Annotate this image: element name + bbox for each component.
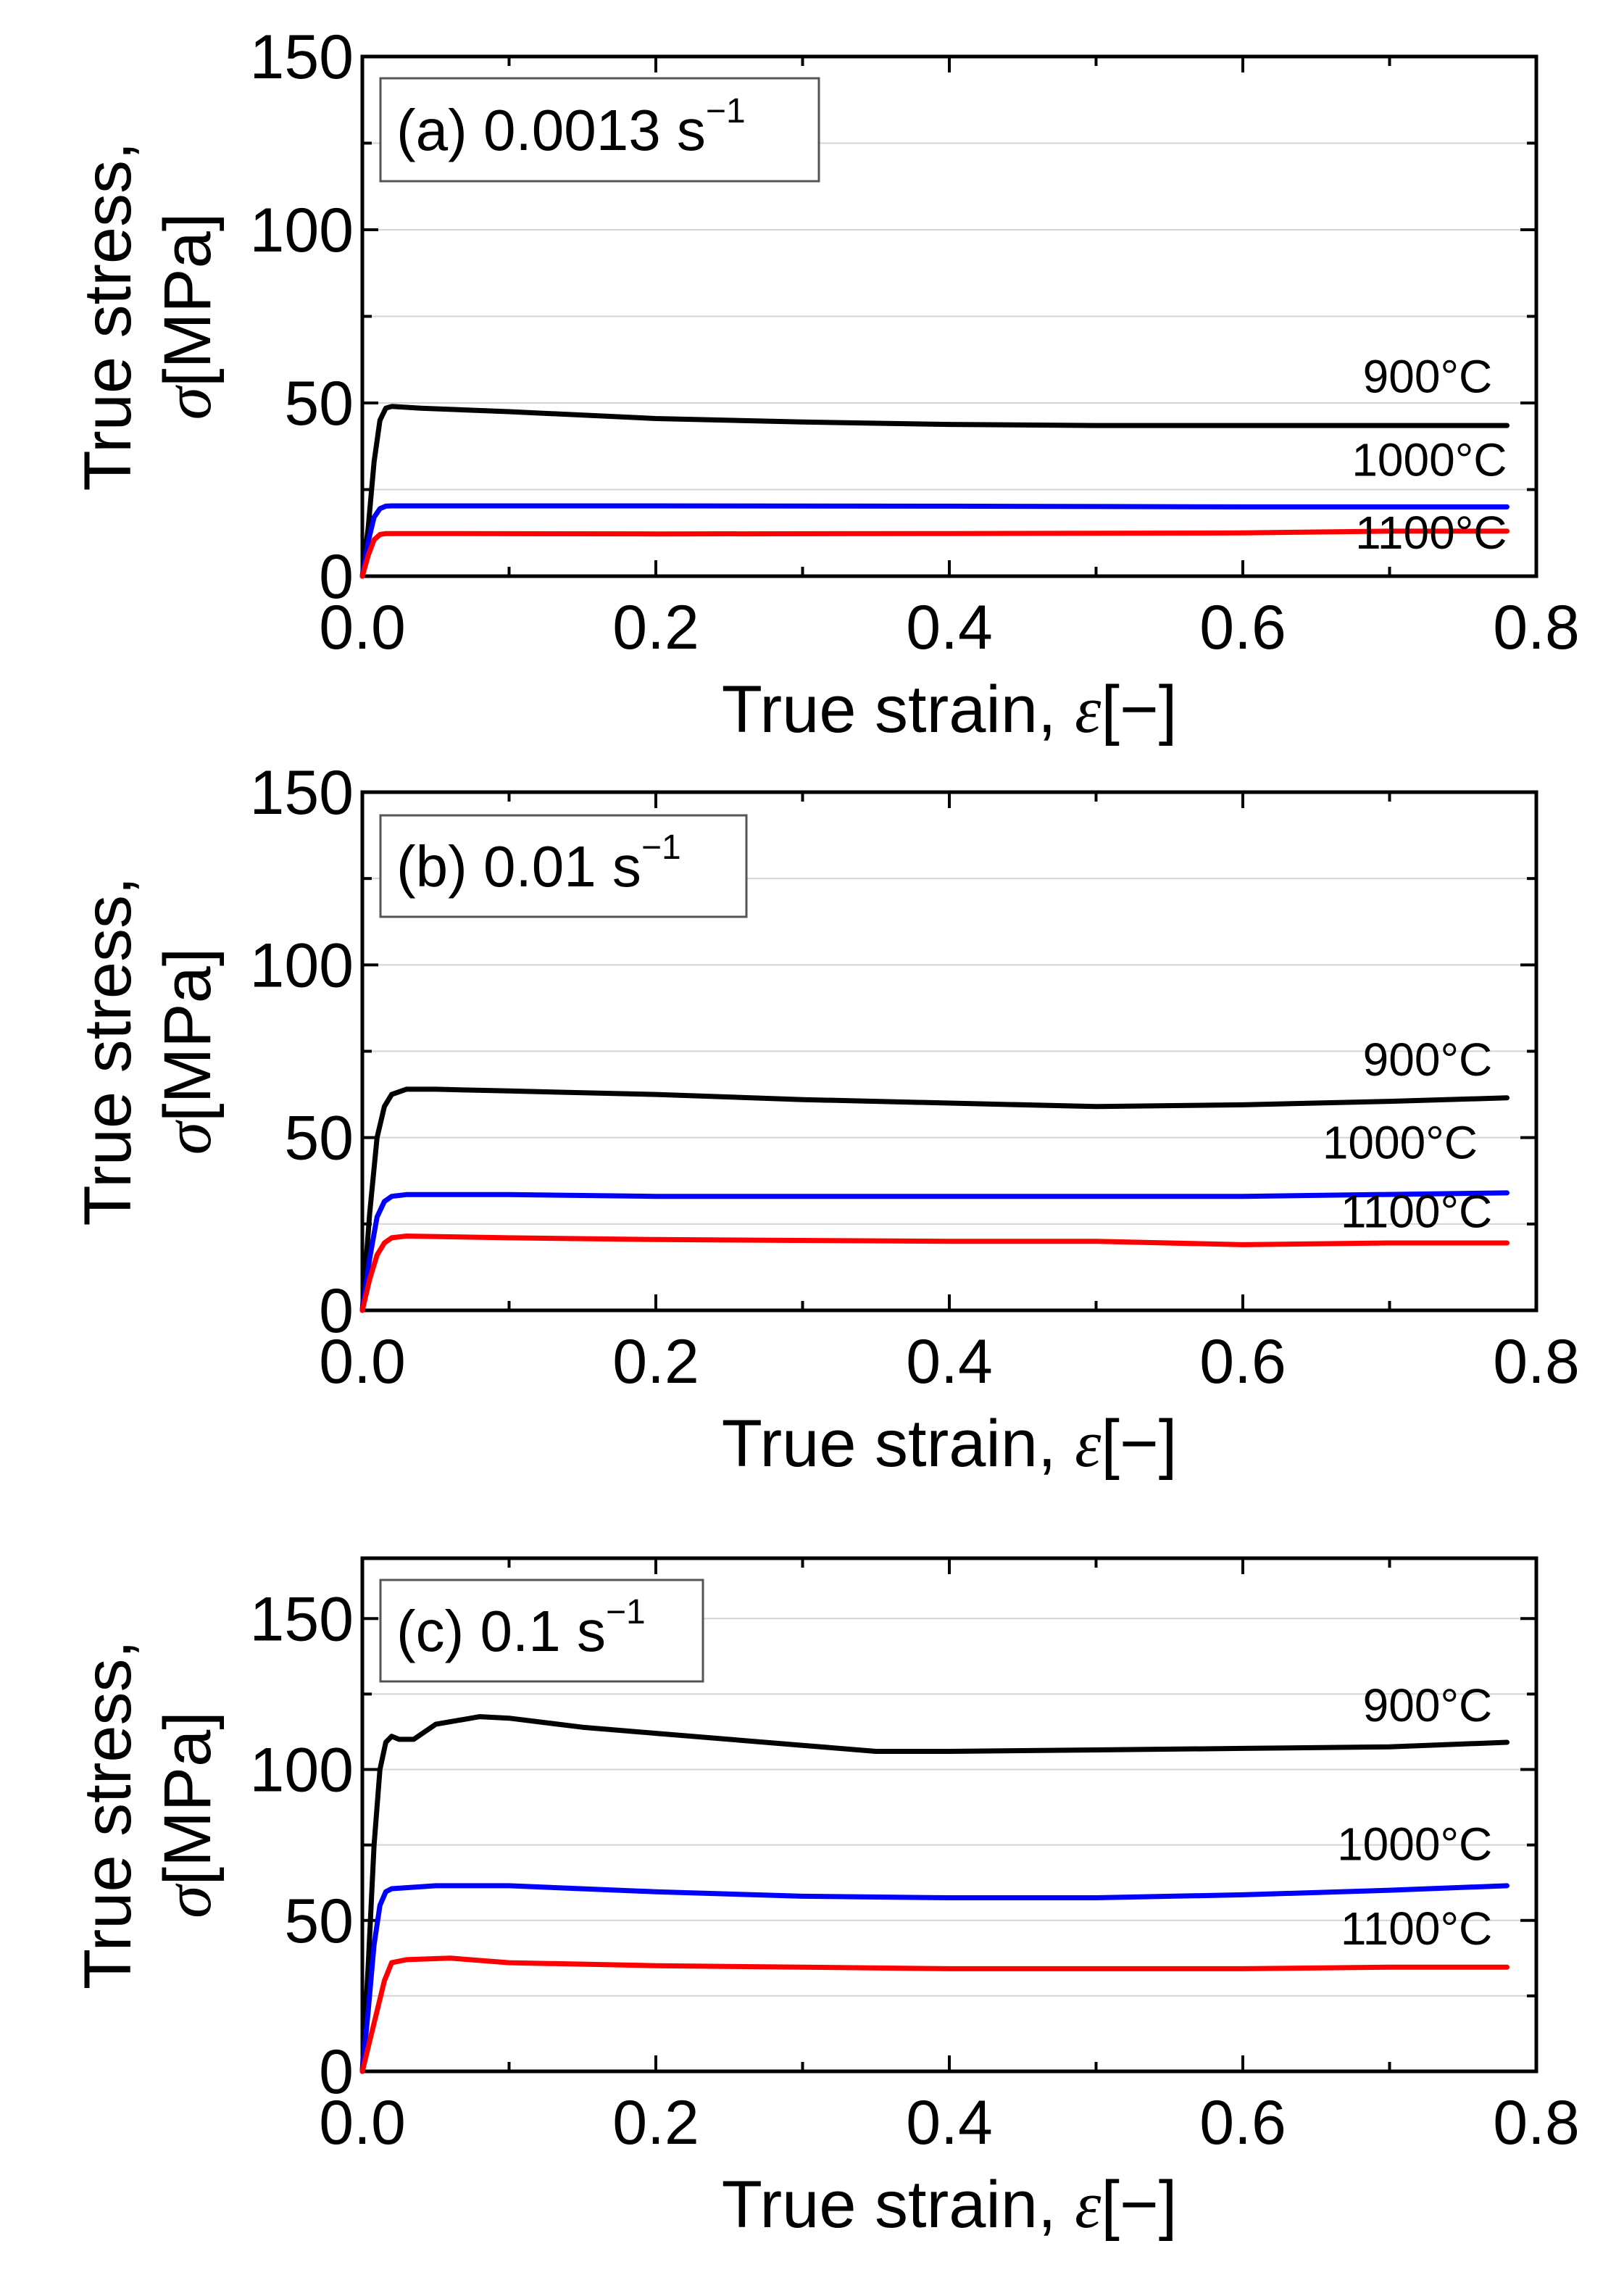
series-label: 1000°C	[1337, 1818, 1492, 1870]
y-tick-label: 100	[250, 1736, 354, 1805]
y-axis-title: True stress, σ[MPa]	[71, 1640, 225, 1989]
series-line-1000	[359, 503, 1510, 579]
y-tick-label: 50	[284, 1104, 354, 1173]
chart-panel-a: 0.0 0.2 0.4 0.6 0.8 0 50 100 150 True strain, ε[−…	[71, 22, 1580, 746]
series-label: 1100°C	[1341, 1902, 1492, 1955]
y-tick-label: 0	[319, 2037, 354, 2107]
series-line-1000	[359, 1190, 1510, 1313]
panel-title: (c) 0.1 s−1	[396, 1593, 646, 1663]
y-tick-label: 50	[284, 1887, 354, 1956]
x-tick-label: 0.4	[906, 593, 993, 662]
series-label: 1000°C	[1323, 1116, 1478, 1168]
y-axis-title: True stress, σ[MPa]	[71, 876, 225, 1226]
series-line-900	[359, 404, 1510, 579]
x-tick-label: 0.0	[319, 593, 406, 662]
x-tick-label: 0.4	[906, 2088, 993, 2158]
series-line-1100	[359, 1955, 1510, 2074]
series-line-900	[359, 1714, 1510, 2074]
chart-panel-c: 0.0 0.2 0.4 0.6 0.8 0 50 100 150 True strain, ε[−…	[71, 1556, 1580, 2242]
series-label: 900°C	[1363, 1679, 1493, 1731]
x-axis-title: True strain, ε[−]	[722, 2168, 1178, 2242]
y-tick-label: 150	[250, 1584, 354, 1654]
x-axis-title: True strain, ε[−]	[722, 1407, 1178, 1481]
series-line-900	[359, 1086, 1510, 1313]
panel-title: (a) 0.0013 s−1	[396, 92, 746, 162]
y-axis-title-line2: σ[MPa]	[151, 1711, 225, 1918]
x-tick-label: 0.6	[1199, 2088, 1286, 2158]
y-tick-label: 0	[319, 1276, 354, 1346]
series-line-1100	[359, 528, 1510, 579]
x-tick-label: 0.6	[1199, 593, 1286, 662]
series-label: 900°C	[1363, 1033, 1493, 1086]
y-tick-label: 150	[250, 758, 354, 828]
y-axis-title-line1: True stress,	[71, 141, 145, 491]
y-tick-label: 50	[284, 369, 354, 438]
y-tick-label: 0	[319, 542, 354, 612]
x-tick-label: 0.4	[906, 1327, 993, 1397]
series-label: 1000°C	[1352, 433, 1507, 486]
x-tick-label: 0.8	[1493, 1327, 1580, 1397]
title-box	[379, 814, 748, 918]
y-tick-label: 100	[250, 196, 354, 265]
x-tick-label: 0.8	[1493, 2088, 1580, 2158]
y-axis-title-line1: True stress,	[71, 1640, 145, 1989]
x-axis-title: True strain, ε[−]	[722, 673, 1178, 746]
x-tick-label: 0.2	[612, 1327, 699, 1397]
x-tick-label: 0.2	[612, 593, 699, 662]
y-axis-title: True stress, σ[MPa]	[71, 141, 225, 491]
y-tick-label: 150	[250, 22, 354, 92]
x-tick-label: 0.2	[612, 2088, 699, 2158]
x-tick-label: 0.6	[1199, 1327, 1286, 1397]
y-axis-title-line1: True stress,	[71, 876, 145, 1226]
y-axis-title-line2: σ[MPa]	[151, 213, 225, 420]
y-axis-title-line2: σ[MPa]	[151, 948, 225, 1155]
x-tick-label: 0.8	[1493, 593, 1580, 662]
x-tick-label: 0.0	[319, 2088, 406, 2158]
series-line-1100	[359, 1234, 1510, 1313]
panel-title: (b) 0.01 s−1	[396, 828, 681, 899]
x-tick-label: 0.0	[319, 1327, 406, 1397]
title-box	[379, 1579, 704, 1683]
series-label: 1100°C	[1341, 1186, 1492, 1238]
series-label: 1100°C	[1355, 507, 1507, 559]
series-line-1000	[359, 1883, 1510, 2074]
chart-panel-b: 0.0 0.2 0.4 0.6 0.8 0 50 100 150 True strain, ε[−…	[71, 758, 1580, 1481]
series-label: 900°C	[1363, 351, 1493, 403]
title-box	[379, 77, 820, 183]
y-tick-label: 100	[250, 931, 354, 1000]
